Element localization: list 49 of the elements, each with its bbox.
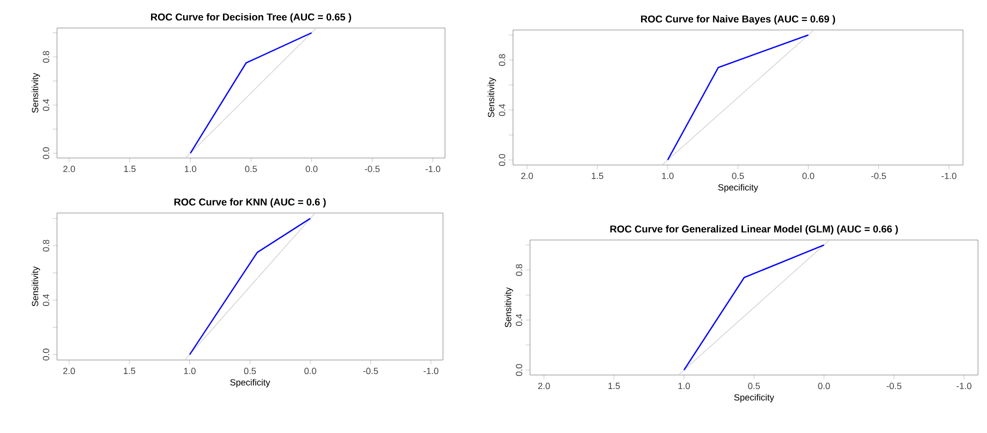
y-tick-label: 0.4 (516, 314, 522, 326)
x-tick-label: 1.5 (124, 368, 136, 374)
y-tick-label: 0.8 (42, 240, 50, 252)
y-tick-label: 0.4 (42, 294, 50, 306)
x-tick-label: -1.0 (956, 382, 972, 390)
y-tick-label: 0.4 (498, 104, 506, 116)
chart-title: ROC Curve for Decision Tree (AUC = 0.65 ) (151, 13, 352, 22)
x-tick-label: 0.5 (244, 368, 256, 374)
x-tick-label: 0.5 (732, 172, 744, 180)
x-tick-label: 0.0 (306, 166, 318, 172)
x-tick-label: 2.0 (63, 368, 75, 374)
x-axis-title: Specificity (718, 184, 758, 192)
x-tick-label: 1.0 (662, 172, 674, 180)
x-tick-label: 1.0 (184, 368, 196, 374)
y-tick-label: 0.0 (42, 147, 50, 160)
x-tick-label: 1.5 (608, 382, 620, 390)
x-tick-label: -0.5 (364, 166, 380, 172)
x-tick-label: -0.5 (363, 368, 378, 374)
y-tick-label: 0.0 (42, 348, 50, 360)
x-tick-label: 2.0 (63, 166, 76, 172)
x-tick-label: 1.5 (124, 166, 136, 172)
y-tick-label: 0.4 (42, 99, 50, 111)
y-axis-title: Sensitivity (504, 287, 514, 328)
x-tick-label: -1.0 (426, 166, 440, 172)
x-tick-label: 0.0 (802, 172, 814, 180)
x-tick-label: 0.0 (818, 382, 830, 390)
x-tick-label: 1.5 (592, 172, 604, 180)
y-axis-title: Sensitivity (32, 266, 40, 306)
x-axis-title: Specificity (734, 394, 774, 402)
y-axis-title: Sensitivity (488, 77, 496, 118)
x-tick-label: 0.0 (304, 368, 316, 374)
x-tick-label: 2.0 (521, 172, 533, 180)
x-tick-label: -0.5 (871, 172, 886, 180)
x-tick-label: 0.5 (748, 382, 760, 390)
x-tick-label: -1.0 (424, 368, 438, 374)
x-axis-title: Specificity (230, 378, 270, 388)
chart-title: ROC Curve for Naive Bayes (AUC = 0.69 ) (641, 15, 836, 24)
y-axis-title: Sensitivity (32, 72, 40, 113)
x-tick-label: -1.0 (942, 172, 956, 180)
x-tick-label: -0.5 (886, 382, 902, 390)
y-tick-label: 0.8 (42, 51, 50, 63)
x-tick-label: 1.0 (678, 382, 690, 390)
chart-title: ROC Curve for Generalized Linear Model (GLM) (AUC = 0.66 ) (610, 225, 898, 234)
x-tick-label: 2.0 (538, 382, 550, 390)
y-tick-label: 0.8 (498, 54, 506, 66)
x-tick-label: 0.5 (245, 166, 257, 172)
y-tick-label: 0.8 (516, 264, 522, 276)
x-tick-label: 1.0 (184, 166, 196, 172)
chart-title: ROC Curve for KNN (AUC = 0.6 ) (174, 198, 326, 208)
